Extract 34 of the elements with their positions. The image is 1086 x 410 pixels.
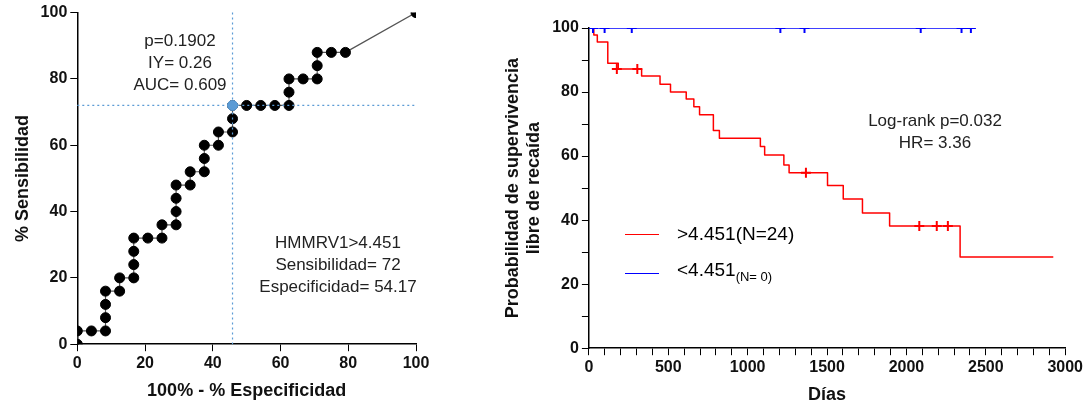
legend-label: >4.451(N=24) bbox=[677, 222, 795, 247]
x-tick-label: 1500 bbox=[809, 358, 845, 376]
y-tick-label: 60 bbox=[561, 146, 579, 164]
y-tick-label: 20 bbox=[49, 268, 68, 286]
x-tick-label: 80 bbox=[339, 354, 358, 372]
y-tick-label: 100 bbox=[40, 3, 68, 21]
annotation: Log-rank p=0.032 HR= 3.36 bbox=[867, 110, 1003, 154]
y-axis-title: % Sensibilidad bbox=[11, 114, 32, 242]
x-tick-label: 40 bbox=[203, 354, 222, 372]
annotation: p=0.1902 IY= 0.26 AUC= 0.609 bbox=[132, 30, 228, 96]
y-tick-label: 20 bbox=[561, 274, 579, 292]
x-tick-label: 100 bbox=[402, 354, 430, 372]
x-tick-label: 20 bbox=[136, 354, 155, 372]
x-axis-title: 100% - % Especificidad bbox=[147, 380, 347, 401]
x-tick-label: 0 bbox=[584, 358, 594, 376]
x-tick-label: 2500 bbox=[968, 358, 1004, 376]
y-tick-label: 80 bbox=[49, 69, 68, 87]
y-axis-title: Probabilidad de supervivencia libre de recaída bbox=[501, 57, 544, 319]
x-tick-label: 1000 bbox=[729, 358, 766, 376]
y-tick-label: 40 bbox=[561, 210, 579, 228]
y-tick-label: 60 bbox=[49, 135, 68, 153]
x-tick-label: 500 bbox=[654, 358, 682, 376]
legend-label: <4.451$_{(N= 0)}$ bbox=[677, 258, 773, 286]
y-tick-label: 0 bbox=[58, 334, 68, 352]
annotation: HMMRV1>4.451 Sensibilidad= 72 Especificidad= 54.17 bbox=[258, 232, 418, 298]
y-tick-label: 40 bbox=[49, 201, 68, 219]
x-tick-label: 2000 bbox=[888, 358, 925, 376]
y-tick-label: 100 bbox=[552, 18, 579, 36]
x-tick-label: 0 bbox=[72, 354, 82, 372]
y-tick-label: 80 bbox=[561, 82, 579, 100]
x-tick-label: 3000 bbox=[1047, 358, 1084, 376]
x-tick-label: 60 bbox=[271, 354, 290, 372]
y-tick-label: 0 bbox=[569, 338, 579, 356]
x-axis-title: Días bbox=[808, 384, 847, 405]
